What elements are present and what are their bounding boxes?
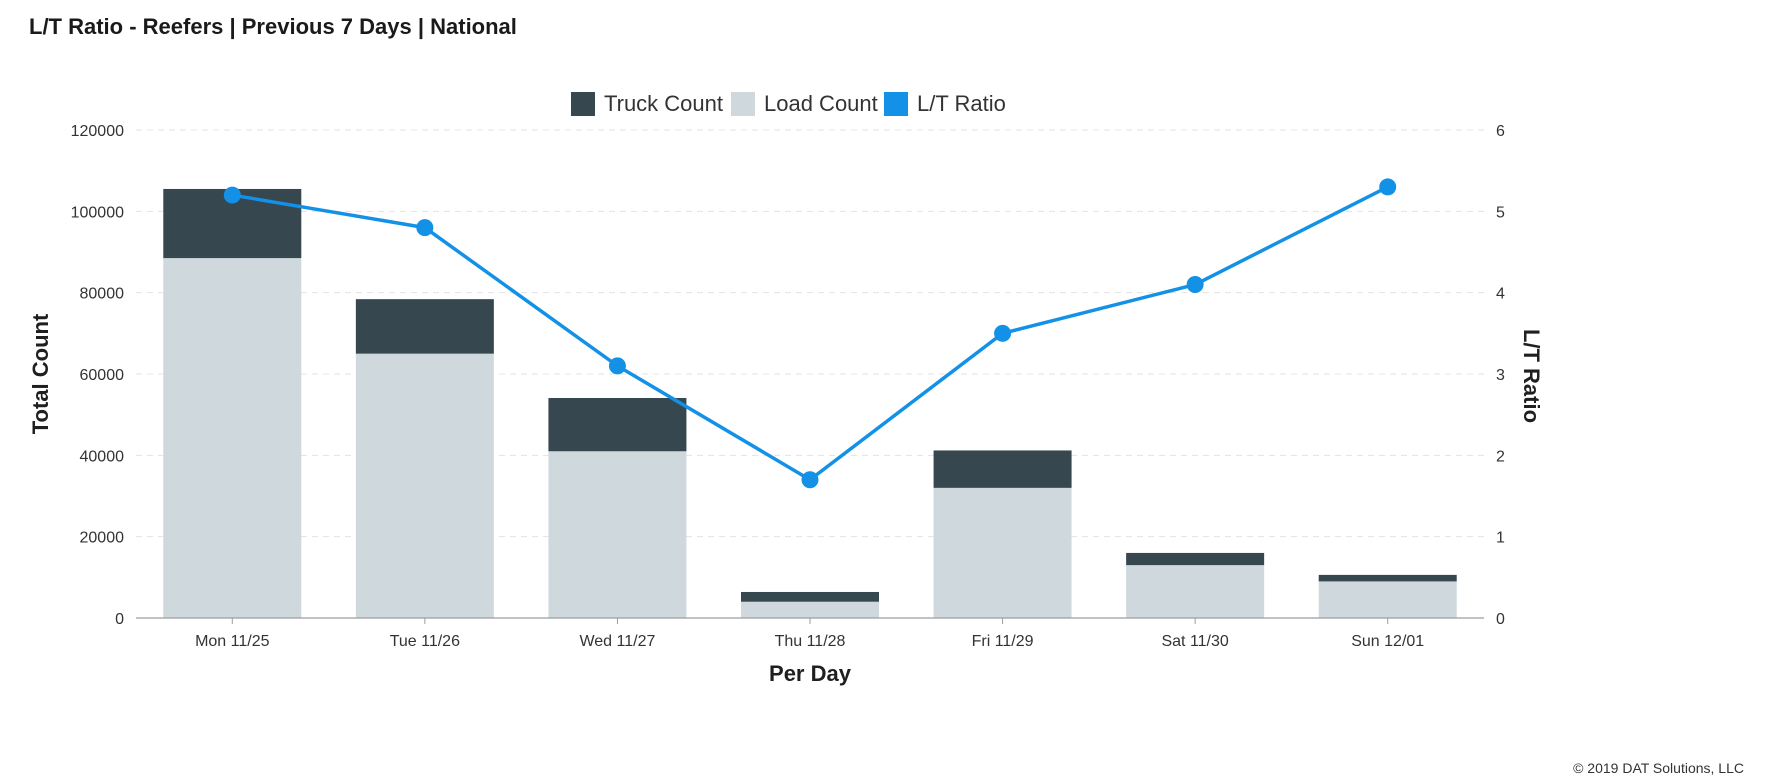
x-tick-label: Thu 11/28 <box>775 633 846 650</box>
lt-ratio-point[interactable] <box>994 324 1012 342</box>
axes: 0 20000 40000 60000 80000 100000 120000 0 1 2 3 4 5 6… <box>28 123 1544 686</box>
load-count-bar[interactable] <box>1126 565 1265 618</box>
legend-item[interactable]: Truck Count <box>571 91 723 116</box>
x-tick-label: Wed 11/27 <box>579 633 655 650</box>
y2-tick-label: 2 <box>1496 448 1505 465</box>
ratio-line-layer <box>223 178 1397 489</box>
lt-ratio-point[interactable] <box>416 219 434 237</box>
y-tick-label: 100000 <box>71 204 124 221</box>
legend-item[interactable]: Load Count <box>731 91 878 116</box>
x-tick-label: Mon 11/25 <box>195 633 270 650</box>
legend-label: L/T Ratio <box>917 91 1006 116</box>
y2-tick-label: 5 <box>1496 204 1505 221</box>
load-count-bar[interactable] <box>548 451 687 618</box>
truck-count-bar[interactable] <box>1318 574 1457 582</box>
lt-ratio-point[interactable] <box>1186 276 1204 294</box>
legend: Truck Count Load Count L/T Ratio <box>571 91 1006 116</box>
legend-label: Load Count <box>764 91 878 116</box>
lt-ratio-point[interactable] <box>223 186 241 204</box>
load-count-bar[interactable] <box>355 353 494 618</box>
truck-count-bar[interactable] <box>355 299 494 354</box>
y2-tick-label: 6 <box>1496 123 1505 140</box>
legend-label: Truck Count <box>604 91 723 116</box>
x-tick-label: Fri 11/29 <box>972 633 1034 650</box>
y-tick-label: 20000 <box>80 530 125 547</box>
y-tick-label: 60000 <box>80 367 125 384</box>
x-tick-label: Sat 11/30 <box>1161 633 1228 650</box>
load-count-bar[interactable] <box>163 258 302 618</box>
legend-swatch <box>731 92 755 116</box>
y-tick-label: 80000 <box>80 286 125 303</box>
legend-swatch <box>571 92 595 116</box>
y2-axis-title: L/T Ratio <box>1519 329 1544 423</box>
truck-count-bar[interactable] <box>1126 552 1265 566</box>
bars <box>163 188 1457 618</box>
x-tick-label: Tue 11/26 <box>390 633 460 650</box>
truck-count-bar[interactable] <box>933 450 1072 488</box>
load-count-bar[interactable] <box>933 487 1072 618</box>
x-tick-label: Sun 12/01 <box>1351 633 1424 650</box>
lt-ratio-point[interactable] <box>608 357 626 375</box>
y2-tick-label: 1 <box>1496 530 1505 547</box>
y2-tick-label: 4 <box>1496 286 1505 303</box>
page-title: L/T Ratio - Reefers | Previous 7 Days | … <box>29 14 517 39</box>
y-axis-title: Total Count <box>28 313 53 434</box>
truck-count-bar[interactable] <box>741 591 879 602</box>
load-count-bar[interactable] <box>741 601 879 618</box>
y-tick-label: 120000 <box>71 123 124 140</box>
lt-ratio-point[interactable] <box>1379 178 1397 196</box>
load-count-bar[interactable] <box>1318 581 1457 618</box>
lt-ratio-point[interactable] <box>801 471 819 489</box>
legend-swatch <box>884 92 908 116</box>
y-tick-label: 0 <box>115 611 124 628</box>
legend-item[interactable]: L/T Ratio <box>884 91 1006 116</box>
y2-tick-label: 0 <box>1496 611 1505 628</box>
y2-tick-label: 3 <box>1496 367 1505 384</box>
y-tick-label: 40000 <box>80 448 125 465</box>
x-axis-title: Per Day <box>769 661 852 686</box>
copyright-text: © 2019 DAT Solutions, LLC <box>1573 760 1744 776</box>
truck-count-bar[interactable] <box>548 397 687 452</box>
